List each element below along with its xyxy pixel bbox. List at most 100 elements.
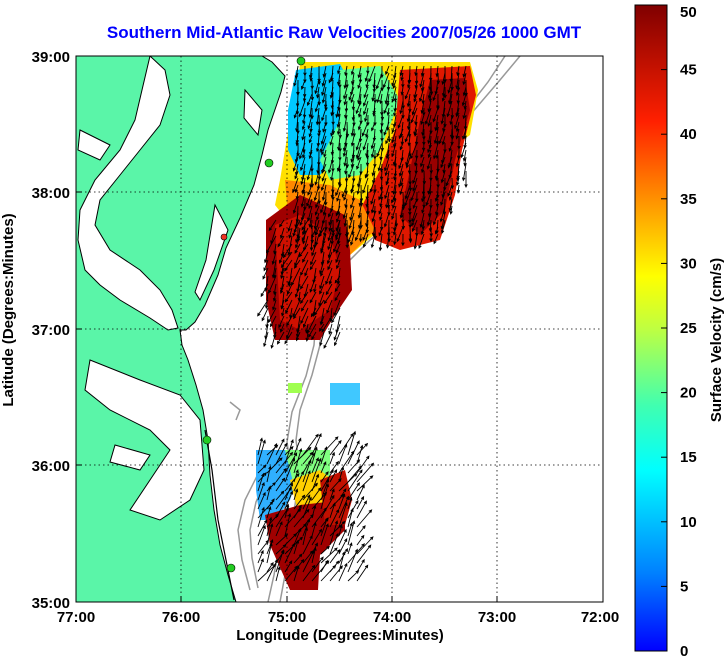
velocity-arrow [334, 283, 341, 293]
station-marker [264, 158, 274, 168]
velocity-arrow [449, 205, 453, 215]
velocity-arrow [420, 226, 425, 236]
velocity-arrow [294, 184, 299, 193]
velocity-arrow [414, 79, 418, 90]
velocity-arrow [350, 233, 355, 246]
velocity-arrow [260, 283, 269, 298]
velocity-arrow [338, 472, 358, 492]
velocity-arrow [455, 156, 460, 168]
x-tick-label: 74:00 [373, 609, 411, 626]
velocity-arrow [275, 467, 287, 483]
velocity-arrow [434, 170, 439, 180]
velocity-arrow [356, 534, 365, 546]
velocity-arrow [286, 315, 293, 327]
velocity-arrow [268, 219, 277, 232]
velocity-arrow [463, 100, 467, 110]
x-tick-label: 73:00 [478, 609, 516, 626]
velocity-arrow [308, 100, 313, 119]
velocity-arrow [348, 163, 355, 179]
velocity-arrow [338, 524, 343, 537]
velocity-arrow [300, 307, 309, 325]
velocity-arrow [284, 512, 292, 537]
velocity-arrow [462, 86, 467, 97]
velocity-arrow [342, 205, 348, 220]
velocity-arrow [383, 156, 390, 172]
velocity-arrow [323, 291, 333, 305]
velocity-arrow [434, 226, 439, 235]
velocity-arrow [306, 93, 313, 107]
velocity-arrow [356, 177, 362, 195]
colorbar-tick-label: 45 [680, 62, 697, 79]
velocity-arrow [392, 79, 397, 89]
velocity-arrow [411, 100, 418, 116]
velocity-arrow [266, 516, 273, 537]
velocity-arrow [257, 524, 266, 546]
velocity-arrow [320, 436, 339, 456]
velocity-arrow [335, 251, 341, 264]
velocity-arrow [412, 198, 418, 210]
velocity-arrow [365, 128, 369, 139]
velocity-arrow [320, 517, 329, 537]
velocity-arrow [320, 545, 330, 555]
velocity-arrow [447, 156, 453, 169]
velocity-arrow [320, 523, 329, 546]
velocity-arrow [356, 564, 369, 582]
stations [202, 56, 306, 573]
velocity-arrow [363, 86, 369, 99]
velocity-arrow [386, 107, 390, 117]
velocity-arrow [263, 259, 269, 272]
velocity-arrow [302, 564, 316, 582]
colorbar-tick-label: 15 [680, 449, 697, 466]
velocity-arrow [337, 107, 341, 118]
velocity-arrow [293, 527, 302, 546]
velocity-arrow [347, 520, 356, 546]
velocity-arrow [329, 502, 336, 519]
velocity-arrow [329, 520, 346, 537]
velocity-arrow [302, 251, 309, 263]
velocity-arrow [342, 114, 348, 133]
colorbar-tick-label: 50 [680, 4, 697, 21]
velocity-arrow [383, 212, 390, 228]
velocity-arrow [398, 128, 404, 140]
colorbar-tick-label: 30 [680, 255, 697, 272]
velocity-arrow [421, 191, 425, 203]
velocity-arrow [329, 493, 345, 510]
velocity-arrow [461, 163, 467, 182]
velocity-arrow [301, 149, 306, 159]
velocity-arrow [344, 198, 348, 209]
velocity-arrow [281, 307, 285, 317]
velocity-arrow [337, 65, 341, 75]
velocity-arrow [365, 79, 369, 89]
velocity-arrow [294, 243, 301, 254]
velocity-arrow [356, 536, 374, 555]
velocity-arrow [262, 267, 269, 280]
velocity-arrow [308, 198, 313, 210]
velocity-arrow [398, 163, 404, 177]
velocity-arrow [297, 291, 301, 302]
velocity-arrow [435, 149, 439, 160]
velocity-arrow [356, 500, 367, 519]
velocity-arrow [455, 72, 460, 90]
velocity-arrow [299, 156, 306, 172]
velocity-arrow [427, 142, 432, 154]
velocity-arrow [300, 275, 309, 290]
velocity-arrow [298, 142, 306, 160]
velocity-arrow [319, 135, 327, 153]
velocity-arrow [323, 226, 327, 237]
velocity-arrow [414, 128, 418, 137]
velocity-arrow [307, 114, 313, 130]
velocity-arrow [293, 446, 312, 465]
velocity-arrow [441, 93, 446, 102]
velocity-arrow [456, 107, 460, 117]
velocity-arrow [362, 177, 369, 194]
velocity-arrow [328, 212, 334, 226]
velocity-arrow [320, 461, 327, 474]
velocity-arrow [271, 251, 277, 266]
x-tick-label: 75:00 [268, 609, 306, 626]
velocity-arrow [392, 156, 397, 166]
velocity-arrow [309, 291, 317, 304]
velocity-arrow [404, 86, 411, 100]
velocity-arrow [293, 72, 299, 87]
velocity-arrow [337, 177, 342, 187]
velocity-arrow [372, 107, 376, 117]
